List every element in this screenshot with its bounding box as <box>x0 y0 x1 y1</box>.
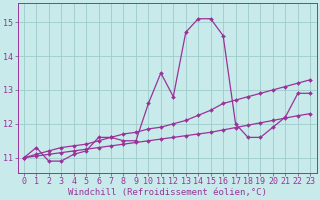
X-axis label: Windchill (Refroidissement éolien,°C): Windchill (Refroidissement éolien,°C) <box>68 188 267 197</box>
